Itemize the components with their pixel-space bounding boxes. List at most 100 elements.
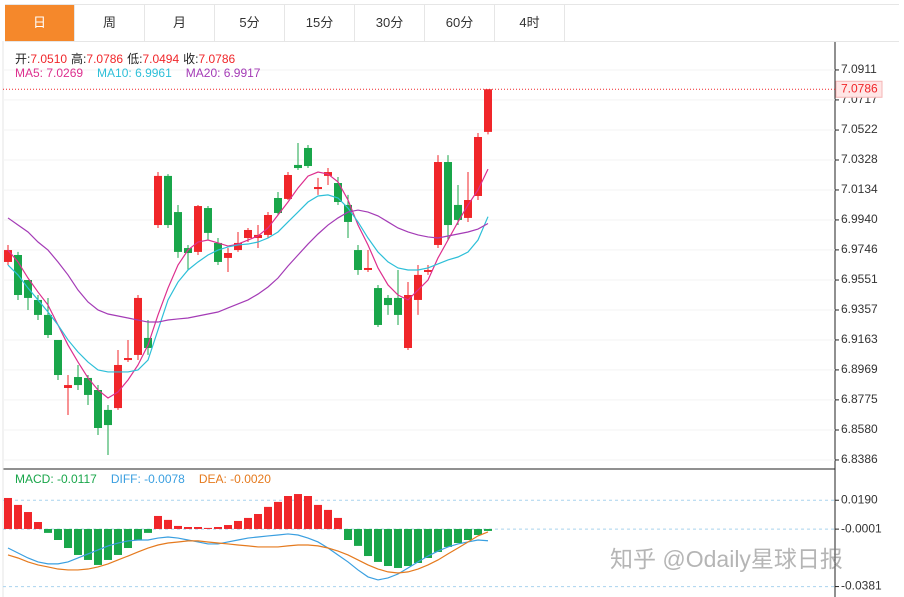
candle-body <box>264 214 272 235</box>
candle-body <box>164 175 172 226</box>
candle-body <box>344 204 352 222</box>
info-value: 7.0786 <box>86 52 124 66</box>
candle-body <box>274 198 282 213</box>
candle-body <box>414 274 422 300</box>
ohlc-info: 开:7.0510 高:7.0786 低:7.0494 收:7.0786 <box>15 50 239 67</box>
tab[interactable]: 15分 <box>285 5 355 41</box>
macd-bar <box>174 525 182 529</box>
candle-body <box>354 250 362 270</box>
candle-body <box>304 147 312 167</box>
macd-bar <box>64 528 72 549</box>
candle-body <box>364 267 372 270</box>
macd-bar <box>284 496 292 529</box>
candle-body <box>194 206 202 252</box>
line-series <box>7 533 489 581</box>
candle-body <box>384 297 392 306</box>
candle-body <box>244 229 252 239</box>
line-series <box>7 531 489 574</box>
candle-body <box>204 208 212 233</box>
y-tick-label: -0.0381 <box>841 579 882 593</box>
tab[interactable]: 30分 <box>355 5 425 41</box>
tab[interactable]: 月 <box>145 5 215 41</box>
tab[interactable]: 4时 <box>495 5 565 41</box>
macd-bar <box>24 512 32 529</box>
candle-body <box>154 175 162 226</box>
macd-bar <box>364 528 372 557</box>
candle-body <box>104 409 112 426</box>
macd-bar <box>394 528 402 568</box>
last-price-label: 7.0786 <box>841 81 878 95</box>
macd-bar <box>314 504 322 529</box>
tab[interactable]: 5分 <box>215 5 285 41</box>
candle-body <box>294 164 302 169</box>
macd-bar <box>294 494 302 529</box>
candle-body <box>4 250 12 262</box>
macd-bar <box>224 525 232 529</box>
candle-body <box>444 162 452 226</box>
candle-body <box>484 89 492 132</box>
macd-bar <box>454 528 462 544</box>
tab[interactable]: 60分 <box>425 5 495 41</box>
y-tick-label: 6.8969 <box>841 362 878 376</box>
macd-bar <box>104 528 112 560</box>
y-tick-label: 6.9940 <box>841 212 878 226</box>
macd-bar <box>414 528 422 563</box>
macd-bar <box>154 515 162 529</box>
macd-bar <box>34 522 42 529</box>
macd-legend: MACD: -0.0117 DIFF: -0.0078 DEA: -0.0020 <box>15 472 285 486</box>
candle-body <box>424 269 432 272</box>
watermark: 知乎 @Odaily星球日报 <box>610 546 843 572</box>
candle-body <box>464 200 472 218</box>
candle-body <box>64 385 72 388</box>
candle-body <box>474 136 482 196</box>
y-tick-label: 6.8775 <box>841 392 878 406</box>
macd-bar <box>304 496 312 529</box>
candle-body <box>94 389 102 428</box>
macd-bar <box>354 528 362 546</box>
macd-bar <box>54 528 62 541</box>
y-tick-label: 6.9163 <box>841 332 878 346</box>
y-tick-label: 7.0911 <box>841 62 877 76</box>
macd-bar <box>204 527 212 529</box>
y-tick-label: 0.0190 <box>841 492 878 506</box>
macd-bar <box>464 528 472 541</box>
macd-bar <box>14 504 22 529</box>
macd-bar <box>374 528 382 562</box>
line-series <box>7 168 489 399</box>
macd-bar <box>484 528 492 531</box>
macd-bar <box>404 528 412 567</box>
info-label: 收: <box>183 52 199 66</box>
y-tick-label: 6.9551 <box>841 272 878 286</box>
macd-bar <box>274 501 282 529</box>
candle-body <box>44 314 52 336</box>
macd-bar <box>74 528 82 555</box>
candle-body <box>54 339 62 376</box>
candle-body <box>374 288 382 325</box>
candle-body <box>224 252 232 258</box>
candle-body <box>314 187 322 190</box>
info-value: 7.0510 <box>30 52 68 66</box>
macd-bar <box>324 509 332 529</box>
macd-bar <box>124 528 132 549</box>
macd-bar <box>234 520 242 529</box>
legend-entry: MA20: 6.9917 <box>185 66 261 80</box>
macd-bar <box>114 528 122 555</box>
tab[interactable]: 周 <box>75 5 145 41</box>
candle-body <box>334 183 342 203</box>
macd-bar <box>344 528 352 541</box>
info-value: 7.0786 <box>198 52 236 66</box>
y-tick-label: 7.0522 <box>841 122 878 136</box>
line-series <box>7 194 489 373</box>
y-tick-label: 7.0134 <box>841 182 878 196</box>
candle-body <box>234 242 242 251</box>
info-value: 7.0494 <box>142 52 180 66</box>
macd-bar <box>194 526 202 529</box>
tab[interactable]: 日 <box>5 5 75 41</box>
info-label: 高: <box>71 52 87 66</box>
legend-entry: MA10: 6.9961 <box>97 66 172 80</box>
tab-bar: 日周月 5分 15分 30分 60分 4时 <box>5 4 899 42</box>
macd-bar <box>264 506 272 529</box>
y-tick-label: 6.9357 <box>841 302 878 316</box>
macd-bar <box>134 528 142 541</box>
